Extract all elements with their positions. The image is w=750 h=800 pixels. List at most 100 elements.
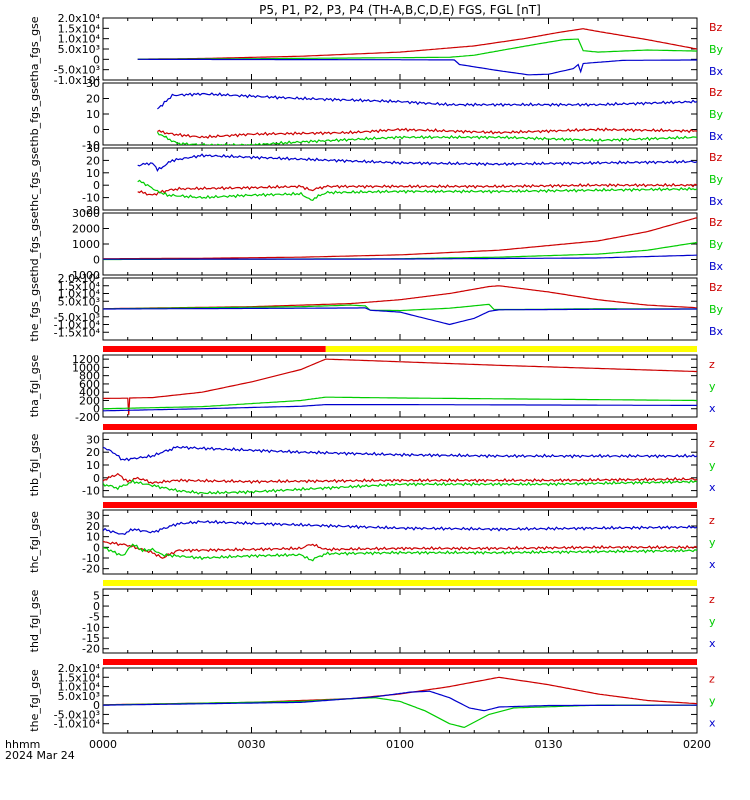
legend-y: y — [709, 695, 716, 708]
y-tick-label: 0 — [93, 541, 100, 554]
status-bar-yellow — [325, 346, 697, 352]
series-group — [103, 285, 697, 326]
panel-thd_fgs_gse: -1000 0 1000 2000 3000 thd_fgs_gse Bz By Bx — [28, 207, 724, 282]
series-group — [137, 153, 697, 201]
y-tick-label: -20 — [82, 204, 100, 217]
y-axis-label: thb_fgl_gse — [28, 433, 41, 496]
time-axis: 0000 0030 0100 0130 0200 — [89, 738, 711, 751]
y-tick-label: 1.0x10⁴ — [58, 33, 101, 46]
legend-Bx: Bx — [709, 65, 724, 78]
legend-Bx: Bx — [709, 195, 724, 208]
series-line-Bx — [137, 153, 697, 173]
series-group — [156, 92, 697, 145]
series-group — [103, 358, 697, 415]
y-tick-label: 0 — [93, 254, 100, 267]
y-axis-label: thc_fgl_gse — [28, 511, 41, 573]
panel-thb_fgs_gse: -10 0 10 20 30 thb_fgs_gse Bz By Bx — [28, 77, 724, 152]
legend-y: y — [709, 380, 716, 393]
legend-x: x — [709, 717, 716, 730]
y-tick-label: 10 — [86, 459, 100, 472]
y-axis-label: tha_fgs_gse — [28, 16, 41, 81]
y-tick-label: 1.5x10⁴ — [58, 671, 101, 684]
y-tick-label: 1.5x10⁴ — [58, 22, 101, 35]
y-tick-label: -1.0x10⁴ — [54, 74, 101, 87]
series-group — [103, 519, 697, 562]
legend-Bz: Bz — [709, 151, 723, 164]
legend-z: z — [709, 358, 715, 371]
legend-y: y — [709, 459, 716, 472]
y-tick-label: -5.0x10³ — [54, 311, 100, 324]
y-axis-label: the_fgl_gse — [28, 669, 41, 732]
legend-By: By — [709, 43, 724, 56]
figure-title: P5, P1, P2, P3, P4 (TH-A,B,C,D,E) FGS, F… — [259, 3, 541, 17]
series-group — [103, 217, 697, 261]
legend-x: x — [709, 402, 716, 415]
date-label: 2024 Mar 24 — [5, 749, 75, 762]
time-axis-row-label: hhmm — [5, 738, 40, 751]
y-axis-label: the_fgs_gse — [28, 276, 41, 341]
y-axis-label: thd_fgl_gse — [28, 589, 41, 652]
series-line-y — [103, 479, 697, 495]
legend-x: x — [709, 481, 716, 494]
y-tick-label: 20 — [86, 154, 100, 167]
y-tick-label: -5.0x10³ — [54, 64, 100, 77]
y-tick-label: -10 — [82, 485, 100, 498]
y-tick-label: -10 — [82, 552, 100, 565]
legend-Bz: Bz — [709, 216, 723, 229]
y-tick-label: 1000 — [72, 361, 100, 374]
x-tick-label: 0130 — [535, 738, 563, 751]
series-line-Bz — [137, 28, 697, 60]
series-line-Bx — [137, 58, 697, 76]
legend-By: By — [709, 173, 724, 186]
y-tick-label: -1.5x10⁴ — [54, 326, 101, 339]
legend-y: y — [709, 615, 716, 628]
y-tick-label: -20 — [82, 563, 100, 576]
legend-z: z — [709, 514, 715, 527]
y-tick-label: 2000 — [72, 223, 100, 236]
series-line-Bx — [103, 254, 697, 260]
legend-Bx: Bx — [709, 130, 724, 143]
series-line-Bx — [156, 92, 697, 110]
y-tick-label: -5.0x10³ — [54, 708, 100, 721]
series-line-Bx — [103, 307, 697, 326]
y-tick-label: 1.0x10⁴ — [58, 681, 101, 694]
y-axis-label: thd_fgs_gse — [28, 211, 41, 277]
y-tick-label: 5.0x10³ — [58, 690, 100, 703]
legend-Bz: Bz — [709, 86, 723, 99]
series-line-y — [103, 396, 697, 410]
legend-Bx: Bx — [709, 260, 724, 273]
y-tick-label: 0 — [93, 303, 100, 316]
series-group — [137, 28, 697, 76]
y-tick-label: 1.0x10⁴ — [58, 288, 101, 301]
legend-By: By — [709, 238, 724, 251]
y-tick-label: 0 — [93, 179, 100, 192]
y-tick-label: 0 — [93, 699, 100, 712]
y-tick-label: -10 — [82, 139, 100, 152]
y-tick-label: 10 — [86, 531, 100, 544]
y-tick-label: 1.5x10⁴ — [58, 280, 101, 293]
panel-stack: -1.0x10⁴-5.0x10³05.0x10³1.0x10⁴1.5x10⁴2.… — [28, 12, 724, 734]
y-tick-label: 200 — [79, 394, 100, 407]
y-axis-label: thc_fgs_gse — [28, 147, 41, 212]
y-tick-label: 3000 — [72, 207, 100, 220]
y-tick-label: -15 — [82, 632, 100, 645]
y-tick-label: 0 — [93, 53, 100, 66]
legend-Bz: Bz — [709, 21, 723, 34]
legend-z: z — [709, 673, 715, 686]
status-bar — [103, 424, 697, 430]
y-tick-label: 30 — [86, 509, 100, 522]
y-tick-label: 0 — [93, 600, 100, 613]
panel-tha_fgs_gse: -1.0x10⁴-5.0x10³05.0x10³1.0x10⁴1.5x10⁴2.… — [28, 12, 724, 87]
legend-Bx: Bx — [709, 325, 724, 338]
series-group — [103, 445, 697, 495]
y-axis-label: thb_fgs_gse — [28, 81, 41, 147]
y-tick-label: 0 — [93, 472, 100, 485]
status-bar — [103, 502, 697, 508]
y-tick-label: 0 — [93, 403, 100, 416]
series-line-x — [103, 445, 697, 462]
y-tick-label: 5.0x10³ — [58, 43, 100, 56]
